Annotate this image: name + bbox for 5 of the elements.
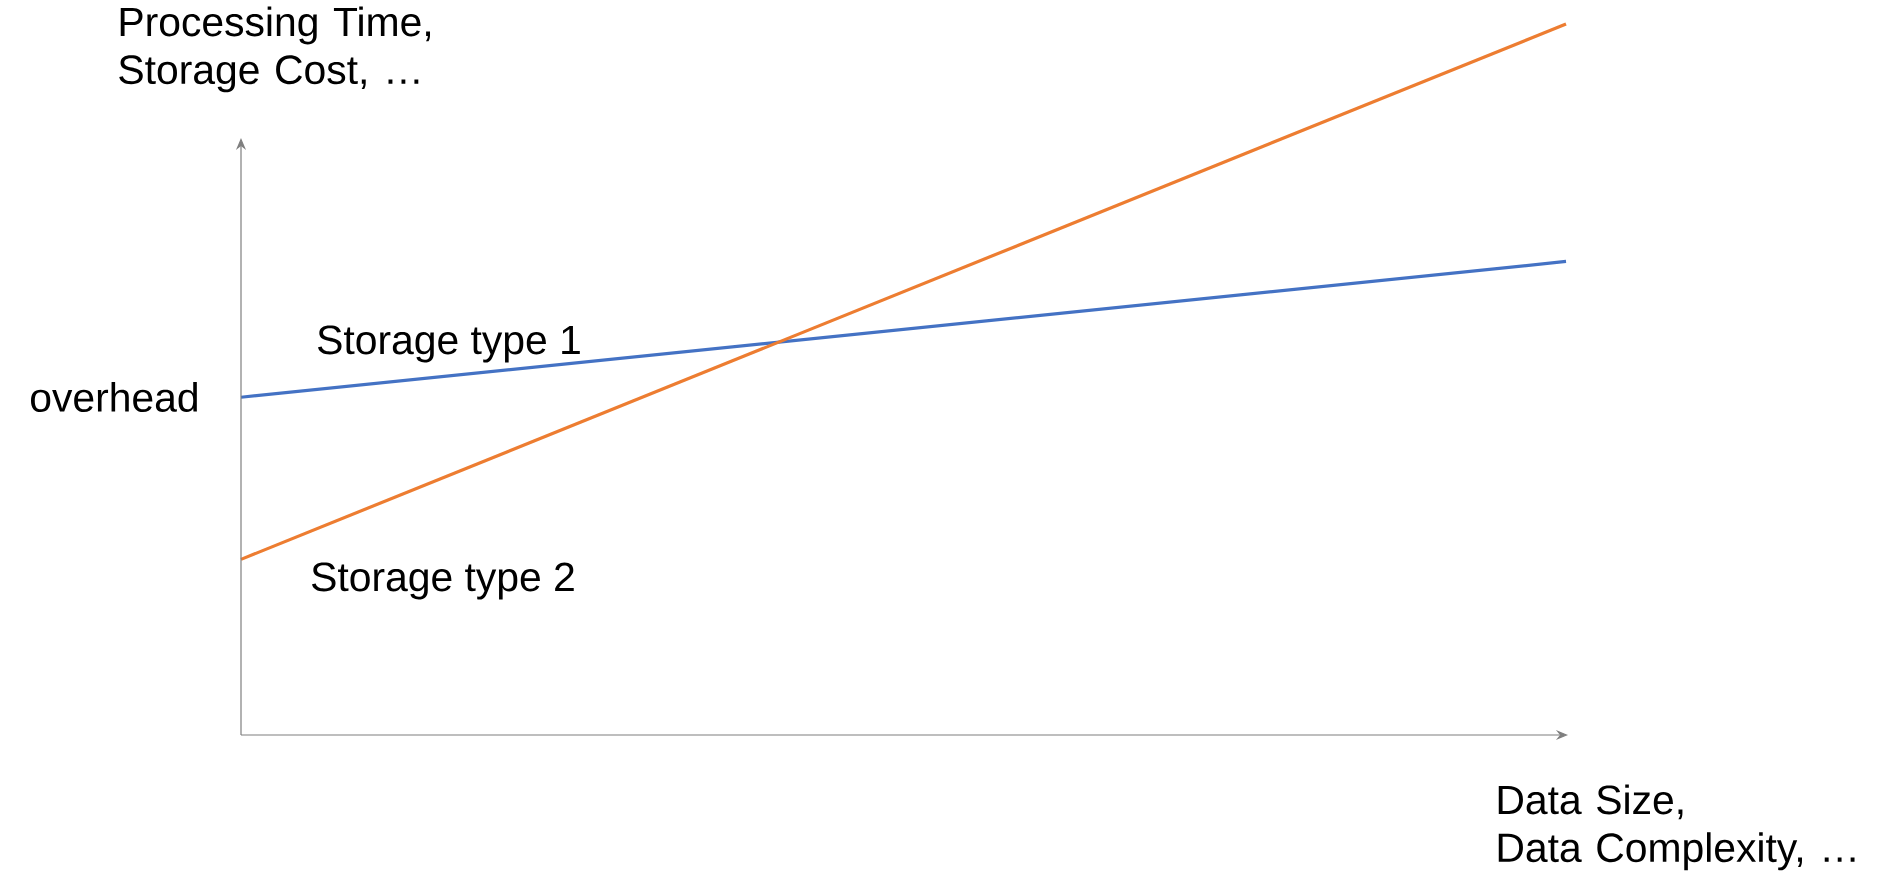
series-label: Storage type 1 xyxy=(318,325,580,363)
x-axis-title: Data Size, Data Complexity, … xyxy=(1498,784,1855,871)
series-label: Storage type 2 xyxy=(312,562,574,600)
y-axis-title: Processing Time, Storage Cost, … xyxy=(119,6,431,93)
annotation: overhead xyxy=(30,382,197,412)
